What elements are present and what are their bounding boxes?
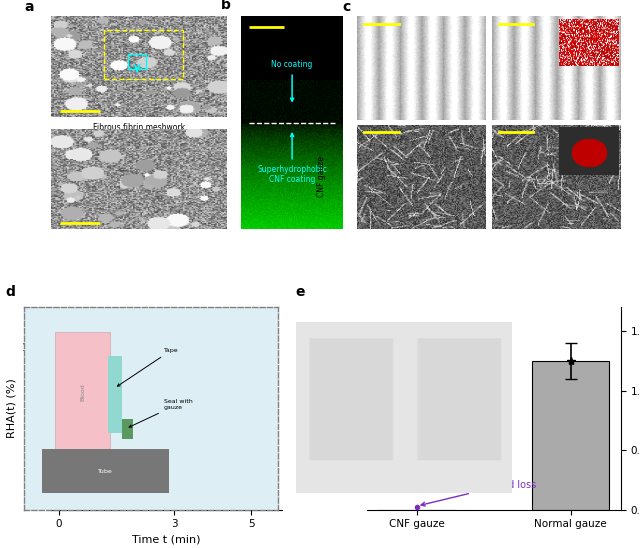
Text: No blood loss: No blood loss [421, 480, 536, 506]
Y-axis label: RHA(t) (%): RHA(t) (%) [6, 379, 16, 438]
Text: Faster clotting: Faster clotting [180, 418, 260, 436]
X-axis label: Time t (min): Time t (min) [132, 535, 201, 545]
Text: c: c [342, 1, 350, 14]
Text: b: b [221, 0, 230, 12]
Text: e: e [296, 286, 305, 299]
Bar [129, 54, 146, 68]
Text: d: d [5, 286, 15, 299]
Bar [104, 31, 183, 78]
Text: CNF gauze: CNF gauze [317, 156, 326, 197]
Text: Fibrous fibrin meshwork: Fibrous fibrin meshwork [93, 123, 185, 132]
Text: Normal gauze: Normal gauze [317, 42, 326, 95]
Text: No coating: No coating [271, 60, 313, 101]
Text: a: a [25, 1, 35, 14]
Legend: Control, Normal gauze, CNF gauze: Control, Normal gauze, CNF gauze [189, 312, 278, 355]
Bar [532, 361, 609, 510]
Text: Superhydrophobic
CNF coating: Superhydrophobic CNF coating [257, 133, 327, 184]
